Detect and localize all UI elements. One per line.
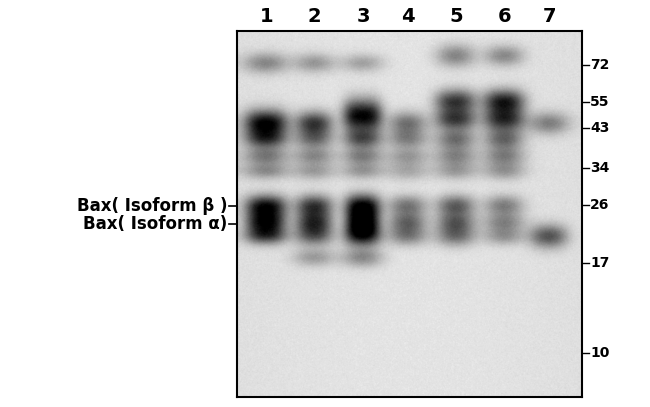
Text: 55: 55 [590,95,610,109]
Text: 26: 26 [590,197,610,212]
Text: 4: 4 [401,7,415,26]
Text: 5: 5 [449,7,463,26]
Text: 10: 10 [590,346,610,360]
Text: 72: 72 [590,58,610,72]
Text: 2: 2 [308,7,322,26]
Text: 17: 17 [590,256,610,270]
Text: 3: 3 [356,7,370,26]
Text: 7: 7 [542,7,556,26]
Text: Bax( Isoform α): Bax( Isoform α) [83,215,228,233]
Text: 34: 34 [590,161,610,175]
Text: 6: 6 [497,7,511,26]
Text: Bax( Isoform β ): Bax( Isoform β ) [77,197,228,214]
Text: 1: 1 [260,7,274,26]
Text: 43: 43 [590,120,610,135]
